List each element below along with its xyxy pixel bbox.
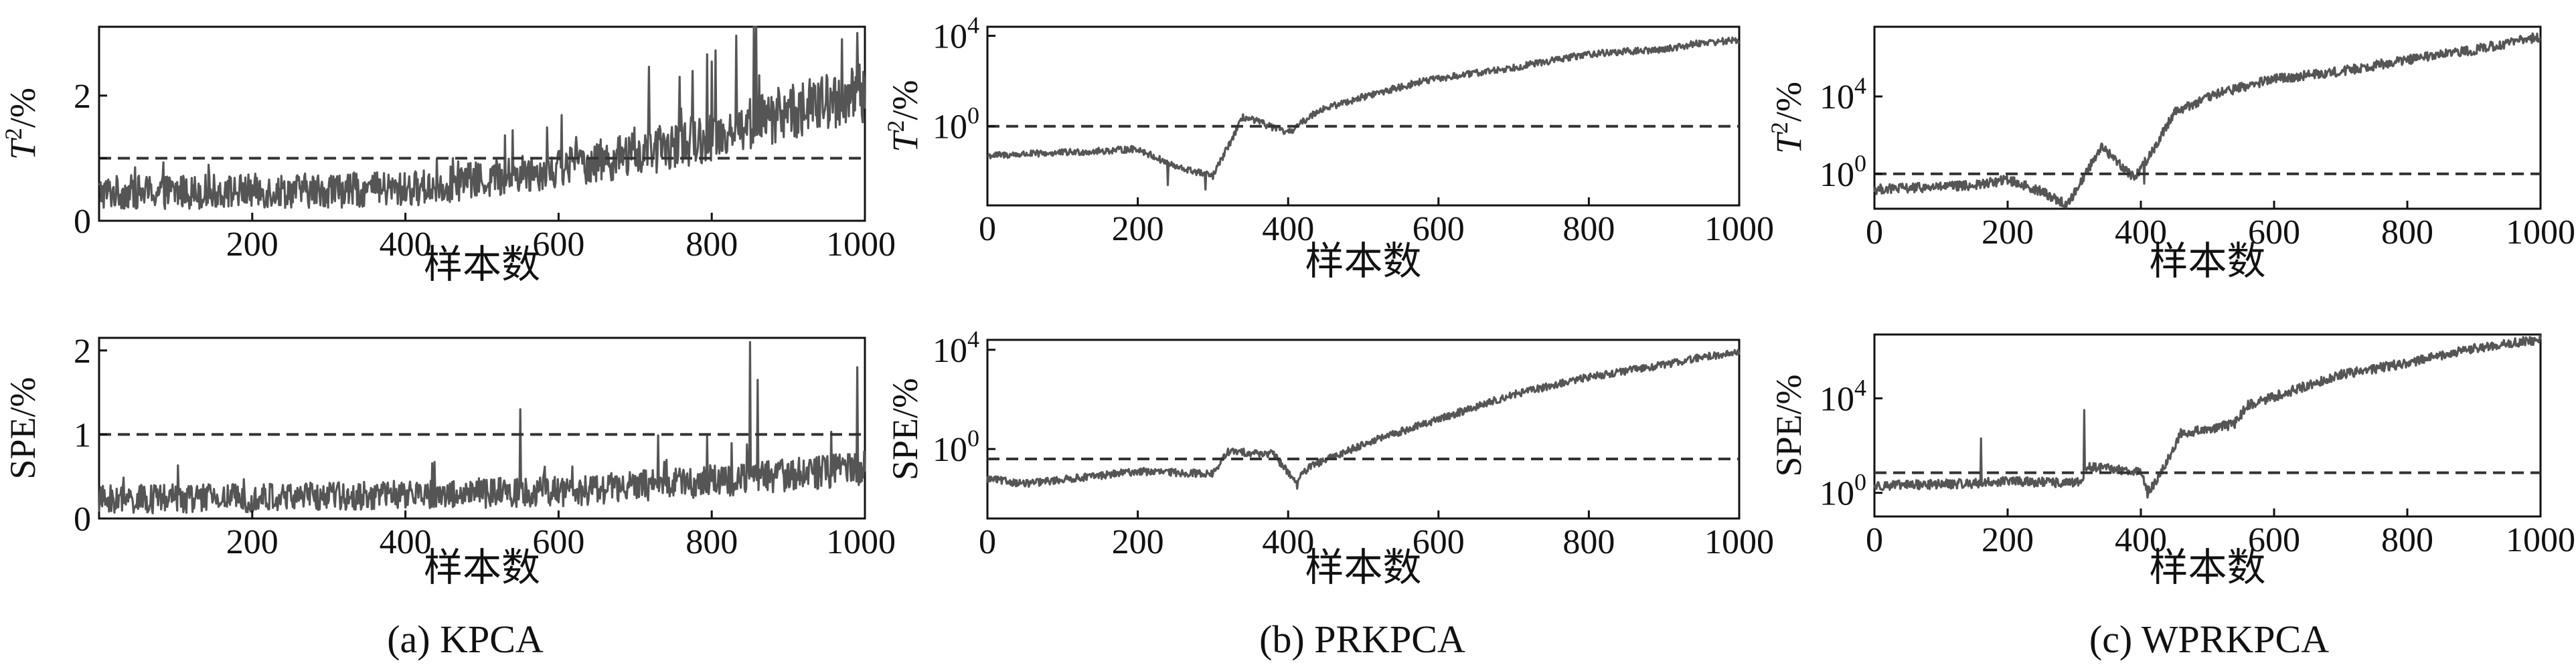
series-line	[98, 25, 866, 210]
y-tick-label: 100	[933, 425, 979, 469]
x-tick-label: 0	[1866, 213, 1883, 252]
y-tick-label: 104	[933, 12, 979, 56]
x-axis-label: 样本数	[1305, 240, 1421, 283]
y-tick-label: 100	[1820, 469, 1866, 513]
y-tick-label: 104	[1820, 374, 1866, 418]
x-tick-label: 0	[979, 523, 996, 561]
x-tick-label: 1000	[2506, 213, 2575, 252]
x-tick-label: 600	[2248, 213, 2300, 252]
y-axis-label: SPE/%	[885, 378, 925, 480]
series-line	[986, 349, 1741, 490]
x-tick-label: 200	[1112, 210, 1164, 248]
caption-b: (b) PRKPCA	[1259, 618, 1465, 661]
x-tick-label: 1000	[1704, 523, 1774, 561]
x-tick-label: 800	[1562, 523, 1615, 561]
panel-a-top: 200 400 600 800 1000 0 2 T2/% 样本数	[0, 25, 896, 286]
x-tick-label: 1000	[2506, 521, 2575, 559]
y-axis-label: SPE/%	[3, 377, 43, 479]
x-tick-label: 600	[532, 523, 584, 561]
series-line	[1873, 32, 2541, 209]
series-line	[987, 36, 1741, 191]
x-tick-label: 200	[226, 523, 278, 561]
series-line	[1873, 335, 2542, 499]
y-tick-label: 2	[74, 332, 91, 371]
plot-frame	[98, 337, 866, 520]
x-tick-label: 600	[1413, 210, 1465, 248]
x-tick-label: 1000	[826, 523, 896, 561]
x-tick-label: 800	[1562, 210, 1615, 248]
x-tick-label: 600	[2248, 521, 2300, 559]
y-tick-label: 100	[933, 102, 979, 147]
y-tick-label: 104	[933, 326, 979, 370]
x-tick-label: 800	[2381, 521, 2433, 559]
x-tick-label: 1000	[1704, 210, 1774, 248]
x-tick-label: 200	[1112, 523, 1164, 561]
y-axis-label: SPE/%	[1769, 374, 1809, 476]
series-line	[98, 341, 866, 514]
x-axis-label: 样本数	[1305, 546, 1421, 589]
x-tick-label: 0	[1866, 521, 1883, 559]
x-tick-label: 800	[686, 523, 738, 561]
x-tick-label: 400	[1262, 523, 1314, 561]
x-tick-label: 400	[2115, 521, 2167, 559]
x-tick-label: 600	[1413, 523, 1465, 561]
panel-c-bottom: 0 200 400 600 800 1000 100 104 SPE/% 样本数	[1769, 333, 2575, 589]
y-axis-label: T2/%	[0, 88, 43, 160]
x-axis-label: 样本数	[2149, 546, 2265, 589]
caption-a: (a) KPCA	[387, 618, 544, 661]
x-axis-label: 样本数	[424, 546, 540, 589]
x-tick-label: 400	[2115, 213, 2167, 252]
x-tick-label: 0	[979, 210, 996, 248]
y-tick-label: 100	[1820, 150, 1866, 194]
y-tick-label: 104	[1820, 72, 1866, 116]
x-tick-label: 200	[226, 225, 278, 264]
plot-frame	[98, 25, 866, 222]
panel-a-bottom: 200 400 600 800 1000 0 1 2 SPE/% 样本数	[3, 332, 896, 589]
x-tick-label: 400	[1262, 210, 1314, 248]
plot-frame	[986, 25, 1741, 207]
x-tick-label: 800	[686, 225, 738, 264]
x-tick-label: 600	[532, 225, 584, 264]
y-tick-label: 0	[74, 500, 91, 539]
x-axis-label: 样本数	[424, 243, 540, 286]
x-tick-label: 800	[2381, 213, 2433, 252]
plot-frame	[1873, 25, 2542, 210]
caption-c: (c) WPRKPCA	[2089, 618, 2329, 661]
y-axis-label: T2/%	[1766, 82, 1809, 154]
y-axis-label: T2/%	[882, 80, 925, 152]
plot-frame	[986, 339, 1741, 520]
plot-frame	[1873, 333, 2542, 518]
x-tick-label: 400	[380, 225, 432, 264]
panel-c-top: 0 200 400 600 800 1000 100 104 T2/% 样本数	[1766, 25, 2575, 283]
x-tick-label: 200	[1982, 521, 2034, 559]
x-tick-label: 400	[380, 523, 432, 561]
x-tick-label: 200	[1982, 213, 2034, 252]
y-tick-label: 0	[74, 203, 91, 241]
y-tick-label: 2	[74, 78, 91, 116]
x-tick-label: 1000	[826, 225, 896, 264]
x-axis-label: 样本数	[2149, 240, 2265, 283]
y-tick-label: 1	[74, 416, 91, 454]
